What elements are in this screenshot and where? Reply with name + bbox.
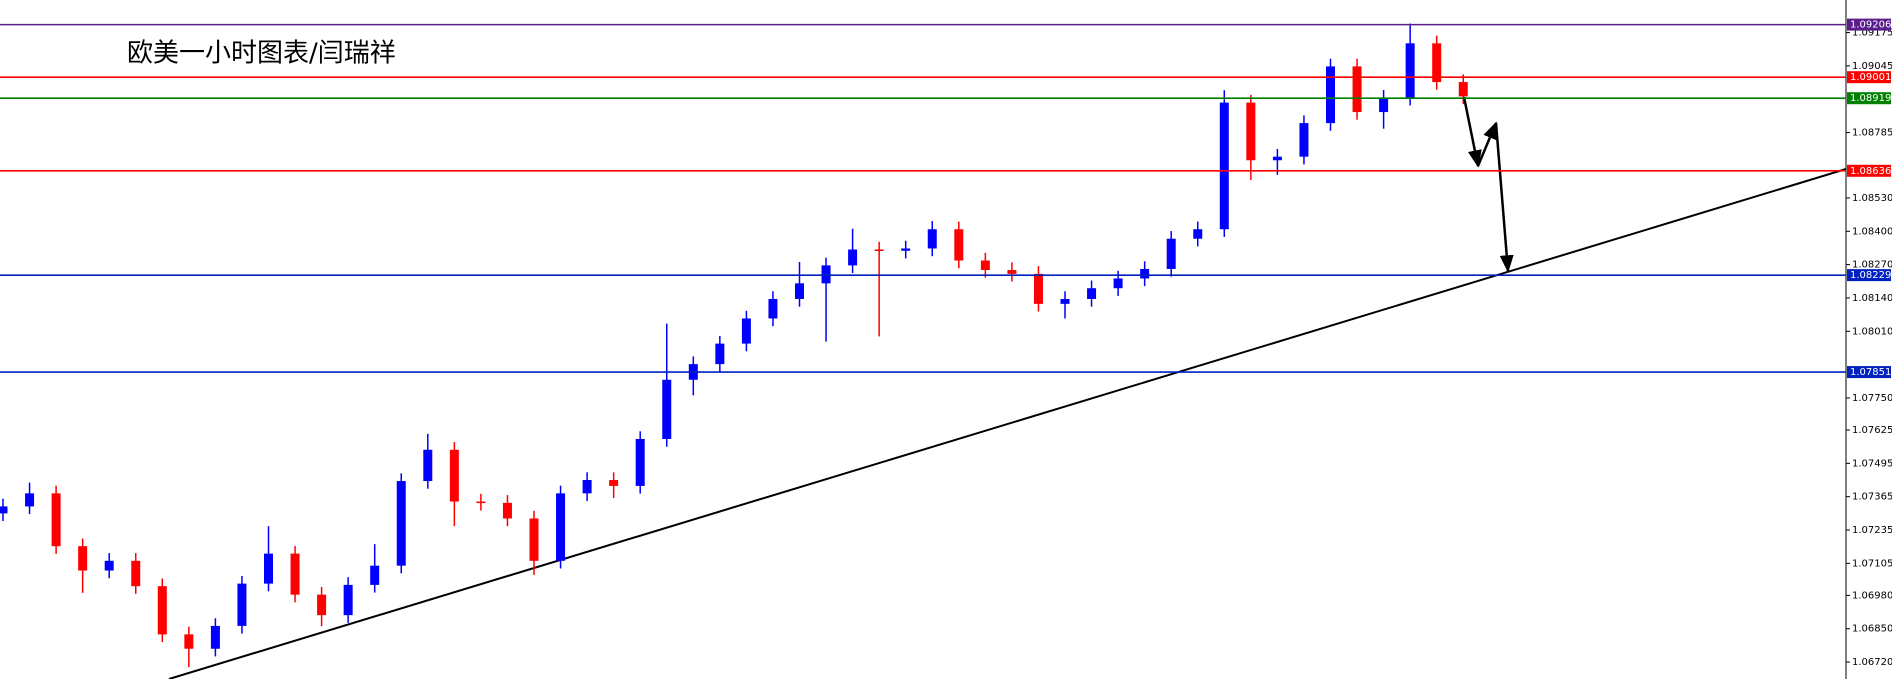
level-label-bg (1847, 164, 1891, 177)
candle-body (741, 318, 751, 344)
level-label-bg (1847, 18, 1891, 31)
y-tick-label: 1.07365 (1852, 492, 1892, 503)
candle-body (795, 283, 804, 299)
y-tick-label: 1.08400 (1852, 226, 1892, 237)
candle-body (1219, 102, 1229, 230)
candle-body (423, 449, 433, 482)
candle-body (51, 493, 61, 547)
candle-body (1405, 43, 1415, 98)
y-tick-label: 1.07750 (1852, 393, 1892, 404)
candle-body (954, 229, 964, 261)
candle-body (210, 625, 220, 649)
y-tick-label: 1.07105 (1852, 558, 1892, 569)
y-tick-label: 1.07625 (1852, 425, 1892, 436)
trend-line (168, 168, 1847, 679)
y-tick-label: 1.08010 (1852, 326, 1892, 337)
y-tick-label: 1.07495 (1852, 458, 1892, 469)
candle-body (343, 584, 353, 616)
candle-body (582, 480, 592, 494)
level-label-bg (1847, 366, 1891, 379)
candle-body (157, 586, 167, 635)
candle-body (449, 449, 459, 502)
level-label-bg (1847, 71, 1891, 84)
y-tick-label: 1.06980 (1852, 590, 1892, 601)
candle-body (1272, 156, 1282, 161)
candle-body (1299, 123, 1309, 157)
candle-body (609, 480, 619, 486)
level-label: 1.09206 (1850, 20, 1891, 31)
candle-body (502, 502, 512, 519)
candle-body (529, 518, 539, 561)
level-label: 1.08636 (1850, 166, 1891, 177)
level-label: 1.08229 (1850, 270, 1891, 281)
level-label-bg (1847, 269, 1891, 282)
candle-body (715, 343, 725, 365)
candle-body (1166, 238, 1176, 269)
candle-body (1007, 270, 1017, 274)
candle-body (184, 634, 194, 649)
candle-body (237, 583, 247, 626)
candle-body (370, 565, 380, 585)
candle-body (848, 249, 858, 266)
candle-body (927, 229, 937, 249)
candle-body (1432, 43, 1442, 83)
candle-body (1458, 82, 1468, 97)
candle-body (264, 553, 273, 584)
level-label: 1.09001 (1850, 72, 1891, 83)
candle-body (556, 493, 566, 561)
y-tick-label: 1.09175 (1852, 28, 1892, 39)
candle-body (1326, 66, 1335, 124)
candle-body (1193, 229, 1203, 239)
candle-body (1352, 66, 1362, 113)
candle-body (980, 260, 990, 271)
candle-body (396, 481, 406, 566)
candle-body (78, 546, 88, 571)
candle-body (1060, 298, 1070, 304)
candle-body (131, 560, 141, 587)
candle-body (290, 553, 300, 595)
candle-body (635, 438, 645, 486)
y-tick-label: 1.06720 (1852, 657, 1892, 668)
candle-body (25, 493, 35, 507)
candle-body (662, 379, 672, 439)
candle-body (1087, 288, 1097, 299)
y-tick-label: 1.09045 (1852, 61, 1892, 72)
forecast-arrow (1494, 122, 1514, 273)
y-tick-label: 1.08270 (1852, 260, 1892, 271)
chart-title: 欧美一小时图表/闫瑞祥 (127, 39, 396, 69)
forecast-arrow (1462, 96, 1482, 168)
level-label-bg (1847, 92, 1891, 105)
candle-body (1113, 278, 1123, 289)
forecast-arrow (1476, 121, 1498, 167)
candle-body (104, 560, 114, 571)
candle-body (317, 594, 327, 616)
candle-body (1379, 97, 1389, 113)
y-tick-label: 1.08530 (1852, 193, 1892, 204)
candle-body (1246, 102, 1256, 161)
y-tick-label: 1.06850 (1852, 624, 1892, 635)
level-label: 1.07851 (1850, 367, 1891, 378)
candle-body (0, 506, 8, 514)
y-tick-label: 1.07235 (1852, 525, 1892, 536)
candle-body (901, 248, 911, 251)
candle-body (768, 298, 778, 319)
y-tick-label: 1.08140 (1852, 293, 1892, 304)
candle-body (1140, 268, 1150, 279)
candle-body (1033, 273, 1043, 304)
candle-body (476, 501, 486, 504)
candle-body (874, 249, 884, 251)
level-label: 1.08919 (1850, 93, 1891, 104)
y-tick-label: 1.08785 (1852, 128, 1892, 139)
